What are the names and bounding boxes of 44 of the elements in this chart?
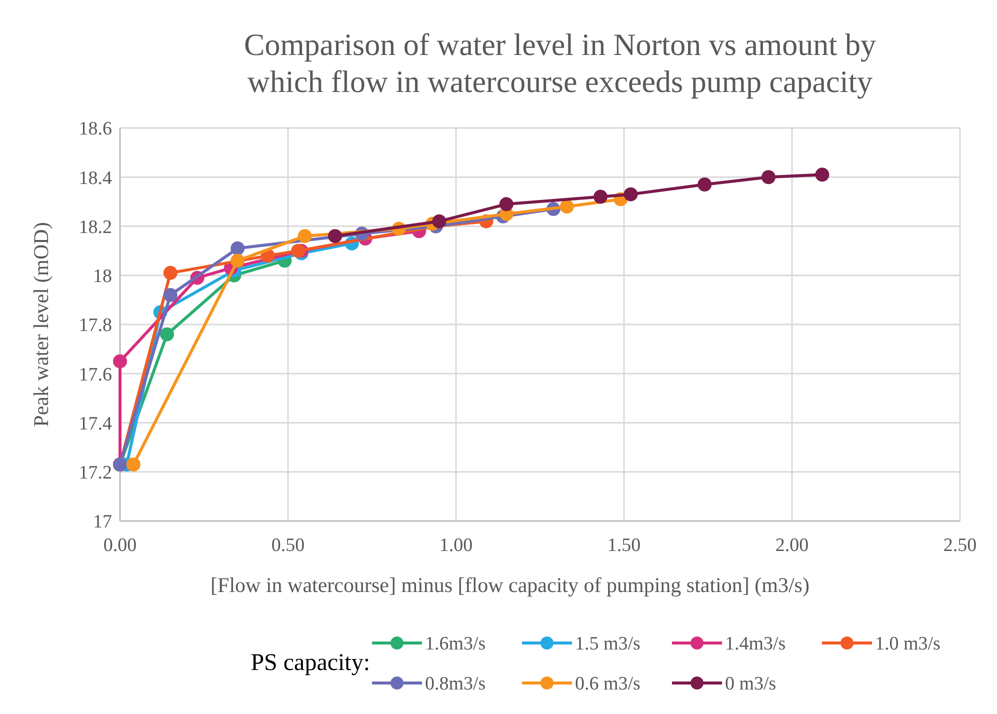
chart-title: Comparison of water level in Norton vs amount by which flow in watercourse exceeds pump capacity <box>244 27 876 99</box>
legend-label: 1.6m3/s <box>425 634 486 655</box>
y-tick-label: 17.4 <box>78 413 112 434</box>
y-tick-label: 17.2 <box>78 462 112 484</box>
y-tick-label: 18.2 <box>78 216 112 238</box>
x-tick-label: 0.00 <box>103 535 137 556</box>
point <box>698 177 712 192</box>
point <box>761 170 776 184</box>
legend-label: 1.4m3/s <box>725 634 786 655</box>
legend-label: 1.0 m3/s <box>875 634 940 655</box>
legend-title: PS capacity: <box>250 650 370 676</box>
point <box>230 254 245 268</box>
point <box>160 327 174 342</box>
point <box>328 229 342 244</box>
legend-label: 0.6 m3/s <box>575 674 640 695</box>
x-tick-label: 2.50 <box>943 535 977 556</box>
point <box>291 244 306 258</box>
legend-label: 0.8m3/s <box>425 674 486 695</box>
point <box>815 168 830 182</box>
y-tick-label: 18.4 <box>78 168 112 189</box>
point <box>298 229 312 244</box>
y-tick-label: 17.8 <box>78 315 112 336</box>
point <box>230 241 245 256</box>
point <box>163 288 178 302</box>
point <box>126 458 140 472</box>
x-tick-label: 1.50 <box>607 535 641 556</box>
point <box>560 200 574 214</box>
point <box>113 354 127 368</box>
x-axis-title: [Flow in watercourse] minus [flow capacity of pumping station] (m3/s) <box>210 573 810 597</box>
legend-label: 1.5 m3/s <box>575 634 640 655</box>
x-tick-label: 2.00 <box>775 535 809 556</box>
x-tick-label: 1.00 <box>439 535 473 556</box>
y-tick-label: 17 <box>93 512 112 533</box>
point <box>624 187 638 202</box>
y-tick-label: 18.6 <box>78 118 112 140</box>
point <box>593 190 608 204</box>
y-axis-title: Peak water level (mOD) <box>29 222 53 427</box>
y-tick-label: 18 <box>93 266 112 288</box>
point <box>499 197 514 212</box>
point <box>432 214 446 228</box>
point <box>163 266 178 280</box>
y-tick-label: 17.6 <box>78 364 112 386</box>
x-tick-label: 0.50 <box>271 535 305 556</box>
legend-label: 0 m3/s <box>725 674 776 695</box>
